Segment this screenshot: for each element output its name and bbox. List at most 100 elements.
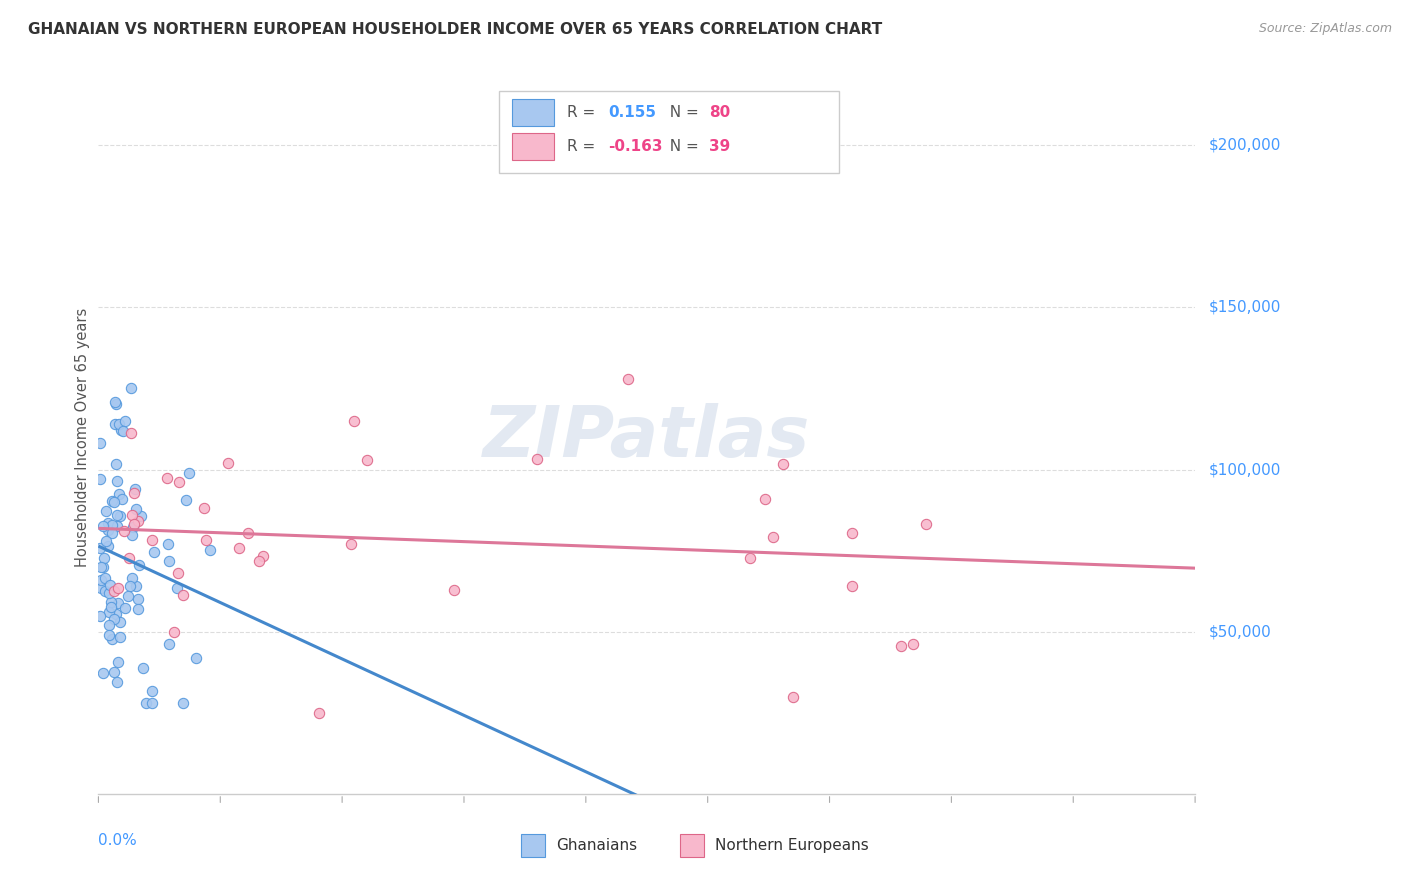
Point [172, 696, 194, 710]
Text: Northern Europeans: Northern Europeans [714, 838, 869, 853]
Point [172, 588, 194, 602]
Text: N =: N = [659, 105, 703, 120]
Point [127, 601, 149, 615]
Point [118, 580, 141, 594]
Point [128, 558, 150, 573]
Point [90, 581, 112, 595]
Point [105, 674, 128, 689]
Point [156, 471, 179, 485]
Text: -0.163: -0.163 [609, 139, 662, 154]
Point [98, 586, 121, 600]
Point [94, 503, 117, 517]
Point [111, 491, 134, 506]
Point [89, 472, 111, 486]
Point [901, 637, 924, 651]
Point [142, 545, 165, 559]
Point [103, 612, 125, 626]
Text: R =: R = [567, 139, 600, 154]
Point [163, 625, 186, 640]
Point [141, 696, 163, 710]
Point [105, 458, 128, 472]
Point [754, 492, 776, 507]
Point [91, 519, 114, 533]
Point [97, 516, 120, 530]
Point [107, 486, 129, 500]
Point [157, 554, 180, 568]
Text: ZIPatlas: ZIPatlas [484, 402, 810, 472]
Point [195, 533, 218, 548]
Bar [679, 834, 704, 856]
Point [101, 494, 124, 508]
Point [97, 628, 120, 642]
Point [129, 509, 152, 524]
Point [98, 605, 121, 619]
Point [89, 435, 111, 450]
Point [107, 417, 129, 431]
Point [105, 519, 128, 533]
Point [740, 551, 762, 566]
Point [841, 579, 863, 593]
Text: 0.0%: 0.0% [98, 833, 138, 848]
FancyBboxPatch shape [499, 91, 839, 173]
Point [108, 630, 131, 644]
Point [135, 696, 157, 710]
Point [247, 554, 270, 568]
Point [228, 541, 250, 555]
Point [94, 571, 117, 585]
Point [98, 618, 121, 632]
Point [112, 524, 135, 538]
Bar [512, 99, 554, 126]
Point [217, 457, 239, 471]
Point [890, 639, 912, 653]
Point [103, 665, 125, 680]
Point [101, 632, 124, 646]
Point [90, 560, 112, 574]
Point [89, 609, 111, 624]
Point [141, 533, 163, 547]
Point [125, 579, 148, 593]
Text: $200,000: $200,000 [1209, 137, 1281, 153]
Point [179, 466, 201, 480]
Point [127, 514, 149, 528]
Bar [512, 133, 554, 161]
Point [105, 475, 128, 489]
Point [105, 607, 128, 621]
Point [97, 539, 120, 553]
Text: 80: 80 [709, 105, 731, 120]
Point [94, 584, 117, 599]
Point [97, 523, 120, 537]
Point [617, 372, 640, 386]
Text: Ghanaians: Ghanaians [555, 838, 637, 853]
Point [107, 596, 129, 610]
Text: $50,000: $50,000 [1209, 624, 1272, 640]
Point [308, 706, 330, 720]
Point [101, 526, 124, 541]
Point [114, 414, 136, 428]
Point [252, 549, 274, 564]
Text: N =: N = [659, 139, 703, 154]
Point [112, 424, 135, 438]
Point [122, 486, 145, 500]
Point [121, 508, 143, 523]
Point [526, 451, 548, 466]
Point [90, 573, 112, 587]
Text: Source: ZipAtlas.com: Source: ZipAtlas.com [1258, 22, 1392, 36]
Point [103, 584, 125, 599]
Point [772, 457, 794, 471]
Point [114, 600, 136, 615]
Point [108, 615, 131, 629]
Point [127, 592, 149, 607]
Point [108, 508, 131, 523]
Point [841, 525, 863, 540]
Point [107, 581, 129, 595]
Point [107, 655, 129, 669]
Point [117, 589, 139, 603]
Point [91, 560, 114, 574]
Point [186, 651, 208, 665]
Point [104, 417, 127, 432]
Point [121, 527, 143, 541]
Point [156, 537, 179, 551]
Point [236, 525, 259, 540]
Point [340, 537, 363, 551]
Point [343, 414, 366, 428]
